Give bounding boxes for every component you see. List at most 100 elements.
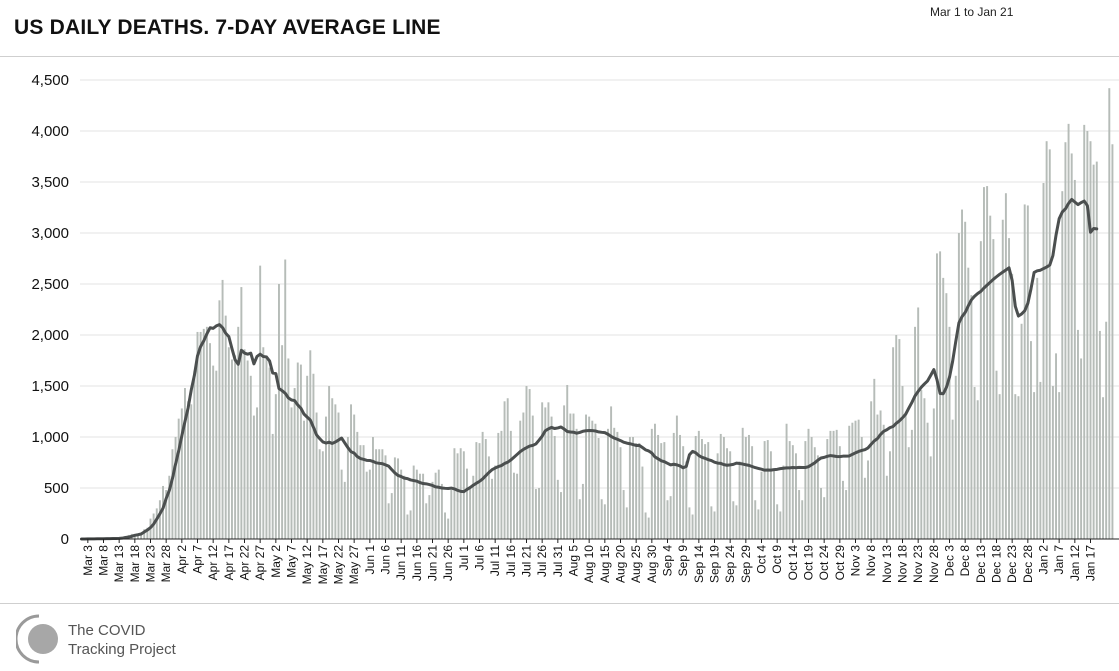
bar [976, 400, 979, 539]
bar [350, 404, 352, 539]
y-tick-label: 2,000 [31, 327, 69, 344]
bar [998, 394, 1001, 539]
bar [810, 437, 813, 539]
bar [672, 432, 675, 539]
bar [143, 529, 146, 539]
x-tick-label: Nov 28 [927, 545, 941, 583]
bar [929, 456, 932, 539]
bar [525, 386, 528, 539]
bar [791, 445, 794, 539]
x-tick-label: Jul 11 [488, 545, 502, 576]
bar [688, 507, 691, 539]
bar [1004, 193, 1007, 539]
seven-day-average-line [80, 197, 1099, 541]
x-tick-label: Mar 8 [97, 545, 111, 576]
bar [365, 471, 368, 539]
bar [1092, 164, 1095, 539]
x-tick-label: Jun 26 [441, 545, 455, 581]
bar [221, 279, 224, 539]
x-tick-label: Jan 12 [1068, 545, 1082, 581]
bar [860, 437, 863, 539]
bar [309, 350, 312, 539]
bar [832, 430, 835, 539]
bar [1086, 131, 1089, 539]
bar [165, 490, 168, 539]
bar [1111, 144, 1114, 539]
x-tick-label: Dec 13 [974, 545, 988, 583]
bar [491, 478, 493, 539]
bar [450, 490, 453, 539]
bar [466, 468, 468, 539]
footer-divider [0, 603, 1119, 604]
bar [970, 295, 973, 539]
bar [992, 239, 995, 539]
bar [359, 445, 362, 539]
x-tick-label: Mar 18 [128, 545, 142, 583]
bar [920, 390, 923, 539]
bar [419, 473, 421, 539]
bar [1098, 330, 1101, 539]
bar [951, 419, 954, 539]
bar [271, 433, 274, 539]
bar [697, 430, 700, 539]
bar [177, 418, 180, 539]
bar [500, 430, 503, 539]
bar [1023, 204, 1026, 539]
bar [685, 461, 688, 539]
bar [1026, 205, 1029, 539]
x-tick-label: Oct 14 [786, 545, 800, 581]
bar [234, 355, 237, 539]
bar [1089, 141, 1092, 539]
bar [400, 469, 403, 539]
bar [1008, 238, 1010, 539]
bar [531, 415, 534, 539]
bar [155, 508, 158, 539]
bar [776, 504, 779, 539]
bar [842, 480, 844, 539]
x-tick-label: Sep 29 [739, 545, 753, 583]
bar [835, 429, 838, 539]
bar [1030, 341, 1032, 539]
bar [1014, 394, 1017, 539]
bar [281, 345, 284, 539]
bar [440, 483, 443, 539]
bar [522, 412, 525, 539]
bar [174, 437, 177, 539]
bar [795, 453, 797, 539]
bar [628, 437, 631, 539]
y-tick-label: 1,500 [31, 378, 69, 395]
bar [444, 512, 446, 539]
bar [798, 490, 801, 539]
bar [325, 416, 327, 539]
bar [898, 339, 901, 539]
bar [679, 434, 681, 539]
bar [1033, 392, 1036, 539]
logo-circle-icon [16, 614, 58, 664]
bar [945, 293, 948, 539]
bar [710, 506, 713, 539]
bar [346, 437, 349, 539]
x-tick-label: Aug 10 [582, 545, 596, 583]
bar [278, 284, 280, 539]
bar [719, 433, 722, 539]
x-tick-label: Aug 20 [614, 545, 628, 583]
y-tick-label: 3,000 [31, 225, 69, 242]
bar [1017, 396, 1020, 539]
bar [202, 328, 205, 539]
bar [729, 451, 732, 539]
covid-tracking-project-logo[interactable]: The COVID Tracking Project [14, 611, 204, 665]
x-tick-label: Sep 24 [723, 545, 737, 583]
x-tick-label: Apr 27 [253, 545, 267, 581]
bar [425, 503, 428, 539]
bar [763, 441, 766, 539]
bar [823, 497, 826, 539]
bar [942, 277, 945, 539]
bar [660, 443, 663, 539]
bar [779, 511, 782, 539]
bar [541, 402, 544, 539]
x-tick-label: Apr 17 [222, 545, 236, 581]
bar [641, 466, 644, 539]
x-tick-label: Jun 1 [363, 545, 377, 575]
bar [227, 347, 230, 539]
bar [519, 420, 522, 539]
